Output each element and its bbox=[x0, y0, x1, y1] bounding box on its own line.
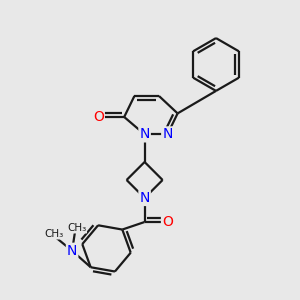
Text: O: O bbox=[162, 215, 173, 229]
Text: CH₃: CH₃ bbox=[67, 223, 86, 232]
Text: CH₃: CH₃ bbox=[44, 229, 64, 238]
Text: N: N bbox=[67, 244, 77, 258]
Text: O: O bbox=[93, 110, 104, 124]
Text: N: N bbox=[162, 128, 172, 141]
Text: N: N bbox=[140, 191, 150, 205]
Text: N: N bbox=[140, 128, 150, 141]
